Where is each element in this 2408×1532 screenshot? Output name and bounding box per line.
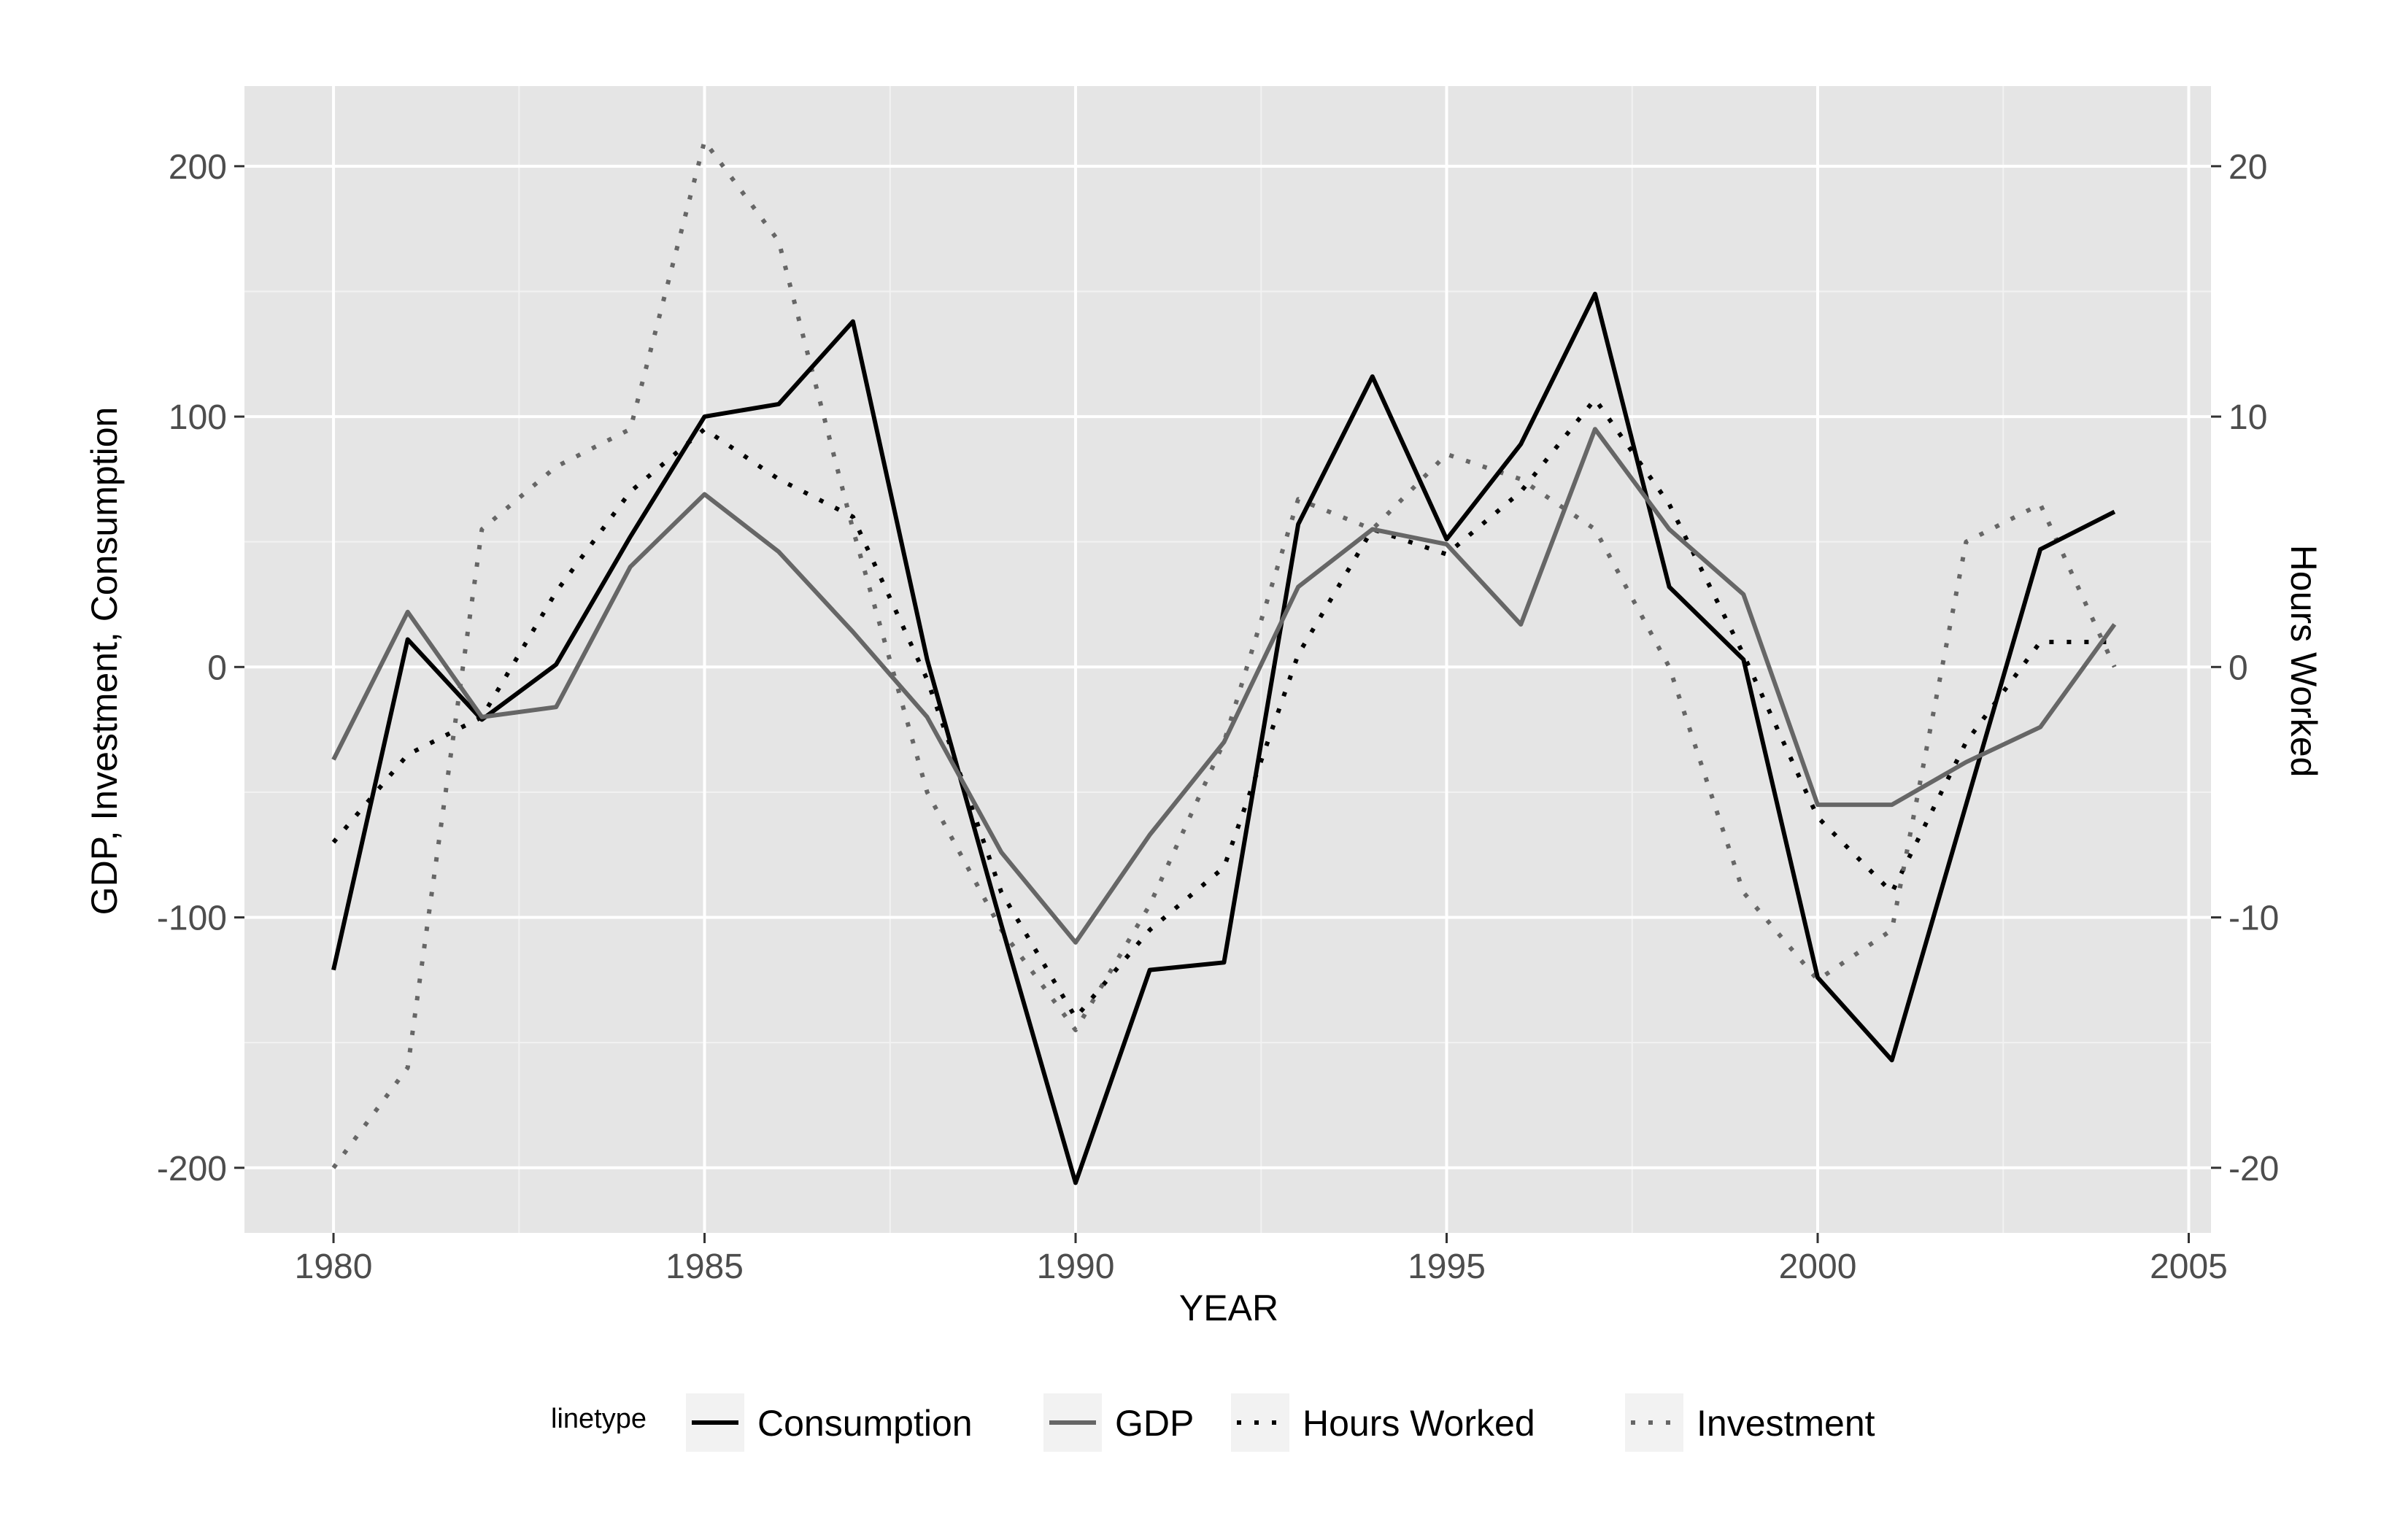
- x-axis-title: YEAR: [1179, 1288, 1278, 1328]
- legend-label-investment: Investment: [1697, 1403, 1875, 1444]
- grid-minor: [244, 86, 2211, 1233]
- legend-title: linetype: [551, 1404, 647, 1434]
- x-tick-label: 1980: [295, 1247, 373, 1286]
- y-left-tick-label: -100: [157, 900, 227, 938]
- series-line-consumption: [331, 291, 2116, 1185]
- grid-major: [244, 86, 2211, 1233]
- x-tick-label: 2000: [1779, 1247, 1857, 1286]
- series-line-gdp: [331, 427, 2117, 945]
- legend-label-consumption: Consumption: [757, 1403, 973, 1444]
- y-axis-right: -20 -10 0 10 20: [2211, 148, 2279, 1188]
- x-tick-label: 2005: [2150, 1247, 2228, 1286]
- series-layer: [331, 139, 2117, 1185]
- plot-background: [244, 86, 2211, 1233]
- y-axis-right-title: Hours Worked: [2283, 545, 2324, 778]
- legend: linetype Consumption GDP Hours Worked Inves…: [551, 1393, 1875, 1452]
- y-left-tick-label: 100: [169, 398, 227, 437]
- y-right-tick-label: -10: [2228, 900, 2279, 938]
- y-right-tick-label: 20: [2228, 148, 2267, 187]
- y-right-tick-label: 0: [2228, 649, 2248, 687]
- legend-label-hours-worked: Hours Worked: [1303, 1403, 1535, 1444]
- x-tick-label: 1985: [665, 1247, 744, 1286]
- x-tick-label: 1990: [1037, 1247, 1115, 1286]
- y-axis-left-title: GDP, Investment, Consumption: [84, 407, 125, 916]
- y-left-tick-label: -200: [157, 1150, 227, 1188]
- y-left-tick-label: 200: [169, 148, 227, 187]
- y-axis-left: -200 -100 0 100 200: [157, 148, 244, 1188]
- x-tick-label: 1995: [1408, 1247, 1486, 1286]
- legend-label-gdp: GDP: [1115, 1403, 1194, 1444]
- y-right-tick-label: -20: [2228, 1150, 2279, 1188]
- x-axis: 1980 1985 1990 1995 2000 2005: [295, 1233, 2228, 1286]
- y-right-tick-label: 10: [2228, 398, 2267, 437]
- y-left-tick-label: 0: [207, 649, 227, 687]
